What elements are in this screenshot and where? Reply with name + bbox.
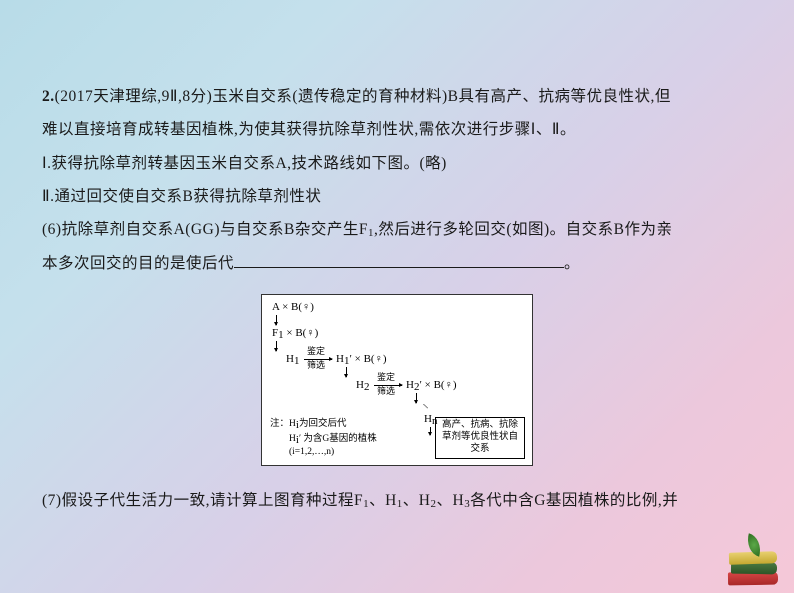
h2-node: H2 <box>356 379 369 391</box>
q7-sep3: 、H <box>436 492 464 509</box>
sub-h3: 3 <box>464 498 470 510</box>
label-sx2: 筛选 <box>377 387 395 397</box>
h1p-cross: H1′ × B(♀) <box>336 353 386 365</box>
label-jd1: 鉴定 <box>307 347 325 357</box>
diagram-note: 注：Hi为回交后代 Hi′ 为含G基因的植株 (i=1,2,…,n) <box>270 416 377 459</box>
arrow-1 <box>276 315 277 325</box>
arrow-2 <box>276 341 277 351</box>
cross-a-b: A × B(♀) <box>272 301 314 313</box>
sub-f1: 1 <box>363 498 369 510</box>
arrow-4 <box>416 393 417 403</box>
question-number: 2. <box>42 88 55 105</box>
label-sx1: 筛选 <box>307 361 325 371</box>
q6-part-a: (6)抗除草剂自交系A(GG)与自交系B杂交产生F <box>42 221 368 238</box>
arrow-3 <box>346 367 347 377</box>
f1-cross: F1 × B(♀) <box>272 327 318 339</box>
h1-node: H1 <box>286 353 299 365</box>
breeding-diagram: A × B(♀) F1 × B(♀) H1 鉴定 筛选 H1′ × B(♀) H… <box>261 294 533 466</box>
q6-period: 。 <box>564 255 580 272</box>
q7-part-e: 各代中含G基因植株的比例,并 <box>470 492 678 509</box>
step-2: Ⅱ.通过回交使自交系B获得抗除草剂性状 <box>42 180 752 213</box>
question-source: (2017天津理综,9Ⅱ,8分)玉米自交系(遗传稳定的育种材料)B具有高产、抗病… <box>55 88 671 105</box>
sub-h1: 1 <box>397 498 403 510</box>
label-jd2: 鉴定 <box>377 373 395 383</box>
q7-sep1: 、H <box>369 492 397 509</box>
result-box: 高产、抗病、抗除草剂等优良性状自交系 <box>435 417 525 459</box>
dots: ┈ <box>419 401 430 412</box>
sub-h2: 2 <box>430 498 436 510</box>
books-decoration <box>726 537 780 585</box>
q7-sep2: 、H <box>403 492 431 509</box>
h2p-cross: H2′ × B(♀) <box>406 379 456 391</box>
question-line2: 难以直接培育成转基因植株,为使其获得抗除草剂性状,需依次进行步骤Ⅰ、Ⅱ。 <box>42 113 752 146</box>
q6-part-b: ,然后进行多轮回交(如图)。自交系B作为亲 <box>374 221 673 238</box>
arrow-5 <box>430 427 431 435</box>
step-1: Ⅰ.获得抗除草剂转基因玉米自交系A,技术路线如下图。(略) <box>42 147 752 180</box>
fill-blank <box>234 251 564 268</box>
sub-1: 1 <box>368 227 374 239</box>
q7-part-a: (7)假设子代生活力一致,请计算上图育种过程F <box>42 492 363 509</box>
q6-part-c: 本多次回交的目的是使后代 <box>42 255 234 272</box>
